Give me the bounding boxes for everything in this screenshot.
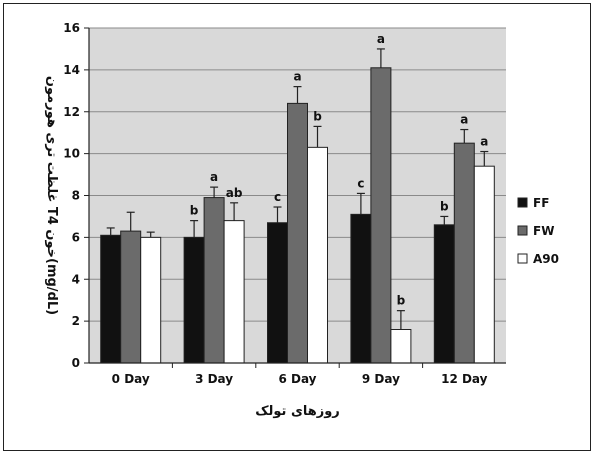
legend-swatch-ff (517, 197, 528, 208)
x-category-label: 3 Day (195, 372, 233, 386)
y-tick-labels: 0 2 4 6 8 10 12 14 16 (63, 21, 80, 370)
bar-fw-1 (203, 197, 225, 364)
legend-swatch-a90 (517, 253, 528, 264)
significance-label: b (440, 199, 449, 213)
x-category-label: 12 Day (441, 372, 488, 386)
significance-label: c (274, 190, 281, 204)
y-tick-label: 16 (63, 21, 80, 35)
bar-ff-4 (433, 224, 455, 364)
significance-label: b (313, 109, 322, 123)
significance-label: c (357, 176, 364, 190)
significance-label: ab (226, 186, 243, 200)
bar-a90-0 (140, 236, 162, 364)
y-tick-label: 14 (63, 63, 80, 77)
y-tick-label: 10 (63, 147, 80, 161)
x-category-label: 9 Day (362, 372, 400, 386)
legend-label-a90: A90 (533, 252, 559, 266)
bar-a90-3 (390, 329, 412, 364)
legend-label-ff: FF (533, 196, 549, 210)
significance-label: a (377, 32, 385, 46)
legend-swatch-fw (517, 225, 528, 236)
bar-ff-3 (350, 213, 372, 364)
figure-frame: b a ab c a b c a b b a a 0 2 4 6 8 10 12 14 16 0 Day 3 Day 6 … (3, 3, 591, 451)
bar-a90-1 (223, 220, 245, 364)
y-axis-title: غلظت تری هورمون T4 خون(mg/dL) (44, 76, 59, 315)
significance-label: a (460, 113, 468, 127)
axes (84, 27, 506, 368)
significance-label: b (190, 204, 199, 218)
bar-fw-4 (453, 142, 475, 364)
bar-fw-2 (287, 102, 308, 364)
x-category-labels: 0 Day 3 Day 6 Day 9 Day 12 Day (112, 372, 488, 386)
legend: FF FW A90 (517, 196, 559, 266)
bar-fw-3 (370, 67, 392, 364)
bar-a90-4 (473, 165, 495, 364)
x-category-label: 6 Day (278, 372, 316, 386)
bar-fw-0 (120, 230, 142, 364)
y-tick-label: 4 (72, 272, 80, 286)
significance-label: a (480, 135, 488, 149)
bar-ff-2 (267, 222, 288, 364)
bar-ff-0 (100, 234, 122, 364)
bar-ff-1 (183, 236, 205, 364)
y-tick-label: 12 (63, 105, 80, 119)
x-category-label: 0 Day (112, 372, 150, 386)
x-axis-title: روزهای تولک (255, 404, 340, 419)
y-tick-label: 6 (72, 230, 80, 244)
y-tick-label: 8 (72, 189, 80, 203)
y-tick-label: 2 (72, 314, 80, 328)
significance-label: a (293, 70, 301, 84)
significance-label: a (210, 170, 218, 184)
bar-a90-2 (307, 146, 328, 364)
significance-label: b (397, 294, 406, 308)
legend-label-fw: FW (533, 224, 554, 238)
y-tick-label: 0 (72, 356, 80, 370)
